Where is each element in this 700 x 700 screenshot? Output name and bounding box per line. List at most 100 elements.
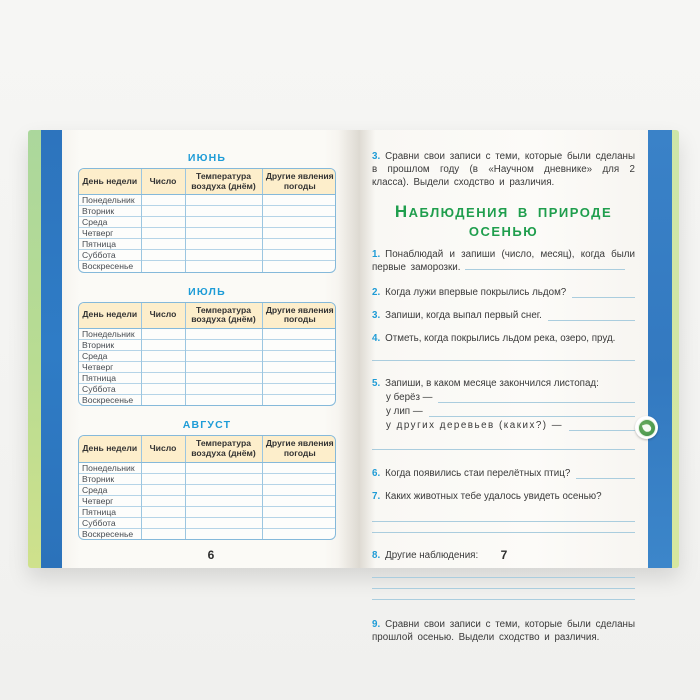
empty-cell xyxy=(261,527,335,540)
question-5-sub-birch: у берёз — xyxy=(372,391,635,404)
empty-cell xyxy=(140,494,185,507)
question-text: Отметь, когда покрылись льдом река, озер… xyxy=(385,333,616,344)
table-row: Воскресенье xyxy=(79,527,335,540)
table-row: Пятница xyxy=(79,505,335,518)
empty-cell xyxy=(140,360,185,373)
day-label: Воскресенье xyxy=(79,393,141,406)
col-header-date: Число xyxy=(140,169,185,196)
leaf-icon xyxy=(637,418,656,437)
question-text: Понаблюдай и запиши (число, месяц), когд… xyxy=(372,249,635,273)
day-label: Суббота xyxy=(79,382,141,395)
write-line xyxy=(372,511,635,522)
empty-cell xyxy=(184,527,262,540)
table-row: Пятница xyxy=(79,371,335,384)
day-label: Среда xyxy=(79,349,141,362)
question-number: 7. xyxy=(372,491,381,502)
empty-cell xyxy=(140,393,185,406)
sub-item-text: у других деревьев (каких?) — xyxy=(386,420,564,431)
day-label: Воскресенье xyxy=(79,527,141,540)
table-row: Понедельник xyxy=(79,328,335,340)
task-number: 3. xyxy=(372,151,381,162)
write-line xyxy=(372,589,635,600)
empty-cell xyxy=(184,462,262,474)
write-line xyxy=(372,522,635,533)
col-header-date: Число xyxy=(140,302,185,329)
empty-cell xyxy=(261,371,335,384)
empty-cell xyxy=(261,260,335,272)
empty-cell xyxy=(140,238,185,250)
write-line xyxy=(576,478,635,479)
table-row: Четверг xyxy=(79,494,335,507)
fold-shadow-left xyxy=(338,130,360,568)
table-row: Воскресенье xyxy=(79,260,335,272)
empty-cell xyxy=(184,393,262,406)
empty-cell xyxy=(184,216,262,228)
question-text: Когда лужи впервые покрылись льдом? xyxy=(385,287,567,298)
empty-cell xyxy=(140,505,185,518)
observation-table-july: День недели Число Температура воздуха (д… xyxy=(78,301,336,407)
day-label: Понедельник xyxy=(82,195,135,206)
table-row: Вторник xyxy=(79,472,335,485)
page-number-left: 6 xyxy=(207,548,215,562)
empty-cell xyxy=(261,494,335,507)
table-row: Понедельник xyxy=(79,462,335,474)
table-row: Вторник xyxy=(79,338,335,351)
write-line xyxy=(428,416,635,417)
table-row: Воскресенье xyxy=(79,393,335,406)
empty-cell xyxy=(261,338,335,351)
question-6: 6. Когда появились стаи перелётных птиц? xyxy=(372,467,635,480)
cover-edge-left xyxy=(41,130,62,568)
day-label: Среда xyxy=(79,216,141,228)
empty-cell xyxy=(184,349,262,362)
question-number: 1. xyxy=(372,249,381,260)
cover-edge-right xyxy=(648,130,672,568)
day-label: Пятница xyxy=(79,238,141,250)
day-label: Пятница xyxy=(79,505,141,518)
table-row: Среда xyxy=(79,349,335,362)
empty-cell xyxy=(140,205,185,217)
write-line xyxy=(572,297,635,298)
question-number: 5. xyxy=(372,378,381,389)
task-text: Сравни свои записи с теми, которые были … xyxy=(372,151,635,188)
empty-cell xyxy=(261,516,335,529)
question-5: 5. Запиши, в каком месяце закончился лист… xyxy=(372,377,635,390)
col-header-temp: Температура воздуха (днём) xyxy=(184,302,262,329)
day-label: Четверг xyxy=(79,360,141,373)
month-title-july: ИЮЛЬ xyxy=(188,285,226,298)
day-label: Четверг xyxy=(79,494,141,507)
day-label: Понедельник xyxy=(82,462,135,473)
day-label: Суббота xyxy=(79,249,141,261)
col-header-other: Другие явления погоды xyxy=(261,436,335,463)
write-line xyxy=(547,320,635,321)
table-row: Суббота xyxy=(79,516,335,529)
col-header-temp: Температура воздуха (днём) xyxy=(184,169,262,196)
write-line xyxy=(372,439,635,450)
empty-cell xyxy=(261,205,335,217)
page-left: ИЮНЬ День недели Число Температура возду… xyxy=(62,130,360,568)
write-line xyxy=(372,350,635,361)
empty-cell xyxy=(184,238,262,250)
day-label: Вторник xyxy=(79,205,141,217)
question-number: 3. xyxy=(372,310,381,321)
write-line xyxy=(372,578,635,589)
col-header-date: Число xyxy=(140,436,185,463)
col-header-day: День недели xyxy=(79,436,141,463)
month-title-august: АВГУСТ xyxy=(182,419,232,432)
empty-cell xyxy=(184,205,262,217)
empty-cell xyxy=(261,328,335,340)
col-header-temp: Температура воздуха (днём) xyxy=(184,436,262,463)
sub-item-text: у берёз — xyxy=(386,392,433,403)
empty-cell xyxy=(184,382,262,395)
task-3-paragraph: 3. Сравни свои записи с теми, которые был… xyxy=(372,150,635,189)
question-text: Запиши, когда выпал первый снег. xyxy=(385,310,542,321)
table-row: Среда xyxy=(79,216,335,228)
col-header-day: День недели xyxy=(79,169,141,196)
empty-cell xyxy=(184,371,262,384)
col-header-other: Другие явления погоды xyxy=(261,302,335,329)
table-row: Четверг xyxy=(79,227,335,239)
empty-cell xyxy=(140,382,185,395)
question-3: 3. Запиши, когда выпал первый снег. xyxy=(372,309,635,322)
write-line xyxy=(438,402,635,403)
table-row: Суббота xyxy=(79,249,335,261)
day-label: Пятница xyxy=(79,371,141,384)
